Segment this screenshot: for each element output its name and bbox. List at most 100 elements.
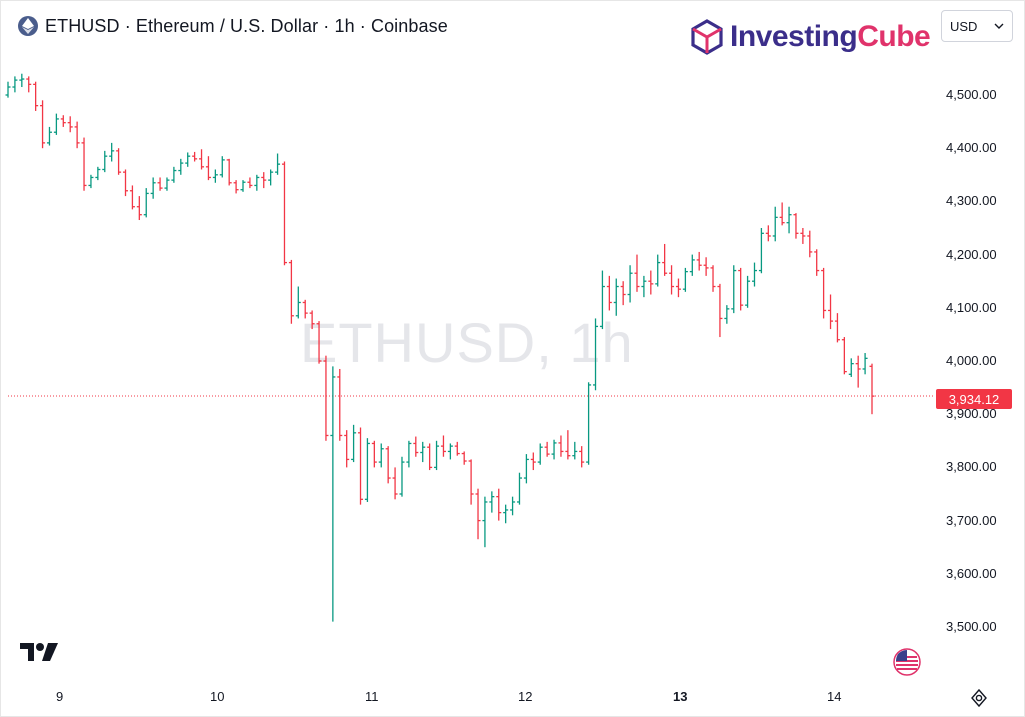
ohlc-bar[interactable] bbox=[434, 440, 440, 471]
ohlc-bar[interactable] bbox=[606, 275, 612, 311]
settings-icon[interactable] bbox=[969, 688, 989, 713]
ohlc-bar[interactable] bbox=[378, 443, 384, 468]
ohlc-bar[interactable] bbox=[406, 440, 412, 468]
ohlc-bar[interactable] bbox=[503, 504, 509, 524]
ohlc-bar[interactable] bbox=[565, 430, 571, 460]
ohlc-bar[interactable] bbox=[199, 149, 205, 170]
ohlc-bar[interactable] bbox=[427, 443, 433, 471]
ohlc-bar[interactable] bbox=[648, 270, 654, 295]
ohlc-bar[interactable] bbox=[572, 441, 578, 460]
ohlc-bar[interactable] bbox=[537, 443, 543, 465]
ohlc-bar[interactable] bbox=[579, 446, 585, 468]
ohlc-bar[interactable] bbox=[351, 424, 357, 463]
tradingview-logo[interactable] bbox=[20, 641, 60, 668]
ohlc-bar[interactable] bbox=[447, 443, 453, 460]
ohlc-bar[interactable] bbox=[233, 180, 239, 194]
ohlc-bar[interactable] bbox=[268, 169, 274, 186]
ohlc-bar[interactable] bbox=[821, 267, 827, 319]
ohlc-bar[interactable] bbox=[150, 177, 156, 199]
ohlc-bar[interactable] bbox=[662, 243, 668, 276]
ohlc-bar[interactable] bbox=[751, 262, 757, 287]
ohlc-bar[interactable] bbox=[731, 265, 737, 314]
ohlc-bar[interactable] bbox=[703, 257, 709, 276]
ohlc-bar[interactable] bbox=[745, 275, 751, 308]
ohlc-bar[interactable] bbox=[807, 230, 813, 258]
ohlc-bar[interactable] bbox=[129, 185, 135, 210]
ohlc-bar[interactable] bbox=[558, 435, 564, 457]
ohlc-bar[interactable] bbox=[240, 180, 246, 192]
ohlc-bar[interactable] bbox=[281, 161, 287, 266]
ohlc-bar[interactable] bbox=[551, 439, 557, 460]
ohlc-bar[interactable] bbox=[358, 427, 364, 505]
ohlc-bar[interactable] bbox=[33, 81, 39, 111]
ohlc-bar[interactable] bbox=[12, 76, 18, 93]
ohlc-bar[interactable] bbox=[475, 488, 481, 540]
ohlc-bar[interactable] bbox=[344, 430, 350, 468]
ohlc-bar[interactable] bbox=[599, 270, 605, 330]
ohlc-bar[interactable] bbox=[758, 228, 764, 274]
ohlc-bar[interactable] bbox=[420, 441, 426, 463]
ohlc-bar[interactable] bbox=[454, 441, 460, 456]
ohlc-bar[interactable] bbox=[461, 451, 467, 465]
ohlc-bar[interactable] bbox=[123, 169, 129, 197]
ohlc-bar[interactable] bbox=[254, 174, 260, 191]
ohlc-bar[interactable] bbox=[696, 251, 702, 271]
ohlc-bar[interactable] bbox=[869, 363, 875, 415]
ohlc-bar[interactable] bbox=[302, 299, 308, 319]
ohlc-bar[interactable] bbox=[724, 305, 730, 324]
ohlc-bar[interactable] bbox=[710, 265, 716, 292]
ohlc-bar[interactable] bbox=[779, 202, 785, 226]
ohlc-bar[interactable] bbox=[53, 113, 59, 135]
ohlc-bar[interactable] bbox=[482, 496, 488, 548]
ohlc-bar[interactable] bbox=[620, 281, 626, 306]
ohlc-bar[interactable] bbox=[793, 213, 799, 239]
ohlc-bar[interactable] bbox=[371, 440, 377, 468]
ohlc-bar[interactable] bbox=[226, 158, 232, 186]
ohlc-bar[interactable] bbox=[841, 337, 847, 375]
ohlc-bar[interactable] bbox=[855, 355, 861, 388]
ohlc-bar[interactable] bbox=[814, 249, 820, 276]
ohlc-bar[interactable] bbox=[330, 366, 336, 622]
ohlc-bar[interactable] bbox=[88, 174, 94, 189]
ohlc-bar[interactable] bbox=[5, 81, 11, 98]
ohlc-bar[interactable] bbox=[848, 358, 854, 377]
ohlc-bar[interactable] bbox=[510, 496, 516, 516]
ohlc-bar[interactable] bbox=[261, 172, 267, 189]
ohlc-bar[interactable] bbox=[364, 438, 370, 502]
ohlc-bar[interactable] bbox=[81, 137, 87, 191]
ohlc-bar[interactable] bbox=[828, 294, 834, 330]
us-flag-icon[interactable] bbox=[893, 648, 921, 676]
ohlc-bar[interactable] bbox=[530, 452, 536, 471]
ohlc-bar[interactable] bbox=[516, 472, 522, 505]
ohlc-bar[interactable] bbox=[95, 166, 101, 181]
ohlc-bar[interactable] bbox=[316, 321, 322, 364]
ohlc-bar[interactable] bbox=[143, 188, 149, 218]
ohlc-bar[interactable] bbox=[219, 156, 225, 178]
ohlc-bar[interactable] bbox=[800, 228, 806, 244]
ohlc-bar[interactable] bbox=[413, 436, 419, 457]
ohlc-bar[interactable] bbox=[40, 100, 46, 149]
ohlc-bar[interactable] bbox=[627, 265, 633, 303]
currency-select[interactable]: USD bbox=[941, 10, 1013, 42]
ohlc-bar[interactable] bbox=[212, 169, 218, 183]
symbol-title[interactable]: ETHUSD · Ethereum / U.S. Dollar · 1h · C… bbox=[45, 16, 448, 36]
ohlc-bar[interactable] bbox=[295, 286, 301, 319]
ohlc-bar[interactable] bbox=[641, 275, 647, 298]
ohlc-bar[interactable] bbox=[19, 73, 25, 88]
ohlc-bar[interactable] bbox=[185, 152, 191, 167]
ohlc-bar[interactable] bbox=[634, 254, 640, 292]
ohlc-bar[interactable] bbox=[675, 278, 681, 298]
ohlc-bar[interactable] bbox=[385, 446, 391, 484]
ohlc-bar[interactable] bbox=[772, 206, 778, 242]
ohlc-bar[interactable] bbox=[323, 355, 329, 441]
price-chart[interactable] bbox=[0, 60, 1025, 680]
ohlc-bar[interactable] bbox=[523, 454, 529, 484]
ohlc-bar[interactable] bbox=[60, 115, 66, 127]
ohlc-bar[interactable] bbox=[275, 153, 281, 175]
ohlc-bar[interactable] bbox=[669, 265, 675, 295]
ohlc-bar[interactable] bbox=[157, 177, 163, 191]
ohlc-bar[interactable] bbox=[399, 456, 405, 497]
ohlc-bar[interactable] bbox=[717, 283, 723, 338]
ohlc-bar[interactable] bbox=[288, 259, 294, 324]
ohlc-bar[interactable] bbox=[655, 254, 661, 287]
